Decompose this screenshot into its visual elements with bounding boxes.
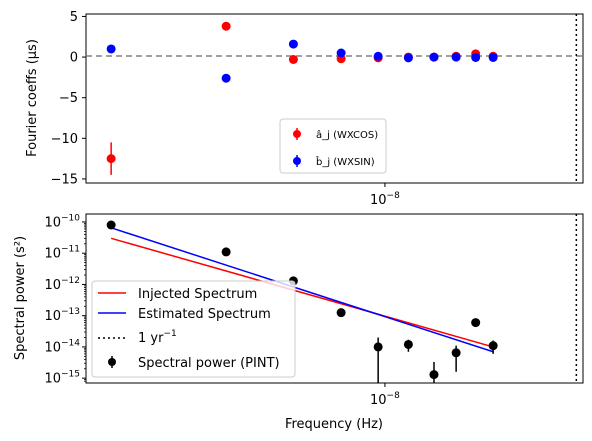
sin-coeff-point — [488, 52, 498, 62]
spectral-power-point — [373, 342, 383, 352]
top-legend: â_j (WXCOS) b̂_j (WXSIN) — [279, 118, 387, 174]
spectral-power-point — [451, 348, 461, 358]
legend-cos-label: â_j (WXCOS) — [316, 129, 378, 141]
sin-coeff-point — [221, 73, 231, 83]
sin-coeff-point — [106, 44, 116, 54]
bottom-ytick-label: 10−14 — [44, 338, 80, 355]
bottom-xlabel: Frequency (Hz) — [285, 417, 383, 432]
spectral-power-point — [471, 318, 481, 328]
top-x-ticks: 10−8 — [370, 183, 400, 208]
bottom-ytick-label: 10−13 — [44, 307, 80, 324]
top-legend-box — [279, 118, 387, 174]
bottom-panel: 10−10 10−11 10−12 10−13 10−14 10−15 10−8 Spec… — [13, 213, 584, 432]
sin-coeff-point — [451, 52, 461, 62]
spectral-power-point — [106, 220, 116, 230]
top-ytick-label: −10 — [51, 132, 78, 147]
legend-pint-label: Spectral power (PINT) — [138, 356, 280, 371]
bottom-ylabel: Spectral power (s²) — [13, 236, 28, 360]
spectral-power-point — [488, 341, 498, 351]
legend-estimated-label: Estimated Spectrum — [138, 307, 271, 322]
top-xtick-label: 10−8 — [370, 191, 400, 208]
top-ytick-label: 5 — [70, 10, 78, 25]
spectral-power-marks — [106, 220, 498, 383]
bottom-ytick-label: 10−11 — [44, 245, 80, 262]
spectral-power-point — [429, 370, 439, 380]
top-y-ticks: 5 0 −5 −10 −15 — [51, 10, 86, 187]
sin-coeff-point — [403, 53, 413, 63]
cos-coeff-point — [288, 55, 298, 64]
sin-coeff-point — [429, 52, 439, 62]
sin-coeff-point — [336, 48, 346, 58]
legend-pint-marker — [108, 358, 116, 366]
top-panel: 5 0 −5 −10 −15 10−8 Fourier coeffs (μs) â_j … — [25, 10, 584, 208]
bottom-ytick-label: 10−10 — [44, 213, 80, 230]
top-ytick-label: −15 — [51, 172, 78, 187]
injected-spectrum-line — [110, 237, 494, 348]
top-ylabel: Fourier coeffs (μs) — [25, 39, 40, 157]
cos-coeff-point — [221, 21, 231, 31]
spectrum-lines — [110, 227, 494, 353]
spectral-power-point — [403, 339, 413, 349]
top-plot-frame — [85, 13, 584, 184]
sin-coeff-point — [373, 51, 383, 61]
legend-injected-label: Injected Spectrum — [138, 287, 257, 302]
legend-cos-marker — [293, 130, 301, 138]
top-ytick-label: −5 — [59, 91, 78, 106]
bottom-x-ticks: 10−8 — [370, 383, 400, 408]
legend-sin-marker — [293, 157, 301, 165]
bottom-legend: Injected Spectrum Estimated Spectrum 1 y… — [91, 280, 296, 378]
cos-coeff-point — [106, 154, 116, 164]
sin-coeff-point — [288, 39, 298, 49]
bottom-ytick-label: 10−12 — [44, 276, 80, 293]
top-ytick-label: 0 — [70, 51, 78, 66]
bottom-legend-box — [91, 280, 296, 378]
legend-sin-label: b̂_j (WXSIN) — [316, 155, 375, 168]
spectral-power-point — [221, 247, 231, 257]
sin-coeff-point — [471, 52, 481, 62]
bottom-ytick-label: 10−15 — [44, 370, 80, 387]
top-series-marks — [106, 21, 498, 175]
bottom-y-ticks: 10−10 10−11 10−12 10−13 10−14 10−15 — [44, 213, 86, 387]
bottom-plot-frame — [85, 213, 584, 384]
estimated-spectrum-line — [110, 227, 494, 353]
spectral-power-point — [336, 308, 346, 318]
bottom-xtick-label: 10−8 — [370, 391, 400, 408]
